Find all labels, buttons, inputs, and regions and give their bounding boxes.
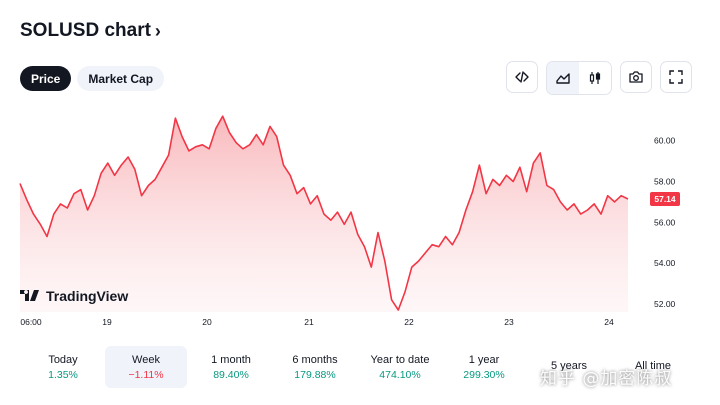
period-1-month[interactable]: 1 month 89.40% xyxy=(190,346,272,388)
x-tick-label: 20 xyxy=(202,317,212,327)
period-today[interactable]: Today 1.35% xyxy=(22,346,104,388)
snapshot-button[interactable] xyxy=(620,61,652,93)
chart-toolbar xyxy=(506,61,692,95)
x-axis: 06:00 19 20 21 22 23 24 xyxy=(20,317,614,327)
y-tick-label: 58.00 xyxy=(654,176,676,186)
fullscreen-icon xyxy=(669,70,683,84)
period-label: Year to date xyxy=(370,353,430,366)
period-year-to-date[interactable]: Year to date 474.10% xyxy=(359,346,441,388)
page-title: SOLUSD chart xyxy=(20,20,151,41)
period-change: 1.35% xyxy=(48,368,78,381)
period-change: 299.30% xyxy=(463,368,505,381)
x-tick-label: 21 xyxy=(304,317,314,327)
last-price-label: 57.14 xyxy=(650,192,680,207)
price-chart[interactable]: 60.00 58.00 56.00 54.00 52.00 06:00 19 20 21 22 2… xyxy=(0,100,720,335)
tradingview-wordmark: TradingView xyxy=(46,288,128,304)
fullscreen-button[interactable] xyxy=(660,61,692,93)
code-icon xyxy=(515,71,529,83)
price-line xyxy=(19,115,629,311)
period-change: 474.10% xyxy=(379,368,421,381)
period-week[interactable]: Week −1.11% xyxy=(105,346,187,388)
period-change: −1.11% xyxy=(128,368,164,381)
period-6-months[interactable]: 6 months 179.88% xyxy=(274,346,356,388)
x-tick-label: 06:00 xyxy=(20,317,42,327)
period-label: All time xyxy=(634,359,672,372)
period-change: 179.88% xyxy=(294,368,336,381)
tradingview-logo-icon xyxy=(20,290,39,301)
period-label: Week xyxy=(132,353,160,366)
chart-style-toggle xyxy=(546,61,612,95)
y-tick-label: 52.00 xyxy=(654,299,676,309)
last-price-value: 57.14 xyxy=(654,194,676,204)
period-change: 89.40% xyxy=(213,368,249,381)
y-tick-label: 54.00 xyxy=(654,258,676,268)
period-label: 5 years xyxy=(550,359,588,372)
area-chart-icon xyxy=(556,73,570,84)
period-label: 1 month xyxy=(211,353,251,366)
tab-price[interactable]: Price xyxy=(20,66,72,91)
period-5-years[interactable]: 5 years xyxy=(528,346,610,388)
candle-style-button[interactable] xyxy=(579,62,611,94)
period-label: Today xyxy=(48,353,78,366)
period-label: 1 year xyxy=(468,353,500,366)
period-label: 6 months xyxy=(292,353,338,366)
chevron-right-icon: › xyxy=(154,20,161,41)
y-tick-label: 60.00 xyxy=(654,136,676,146)
period-all-time[interactable]: All time xyxy=(612,346,694,388)
embed-button[interactable] xyxy=(506,61,538,93)
x-tick-label: 23 xyxy=(504,317,514,327)
chart-title-link[interactable]: SOLUSD chart › xyxy=(20,20,161,42)
x-tick-label: 22 xyxy=(404,317,414,327)
y-axis: 60.00 58.00 56.00 54.00 52.00 xyxy=(654,136,676,309)
area-style-button[interactable] xyxy=(547,62,579,94)
x-tick-label: 24 xyxy=(604,317,614,327)
performance-periods: Today 1.35% Week −1.11% 1 month 89.40% 6… xyxy=(0,346,720,392)
tradingview-logo[interactable]: TradingView xyxy=(20,288,128,304)
x-tick-label: 19 xyxy=(102,317,112,327)
candlestick-icon xyxy=(589,72,601,84)
period-1-year[interactable]: 1 year 299.30% xyxy=(443,346,525,388)
chart-type-tabs: Price Market Cap xyxy=(20,66,165,91)
camera-icon xyxy=(629,71,643,83)
y-tick-label: 56.00 xyxy=(654,217,676,227)
tab-market-cap[interactable]: Market Cap xyxy=(77,66,165,91)
